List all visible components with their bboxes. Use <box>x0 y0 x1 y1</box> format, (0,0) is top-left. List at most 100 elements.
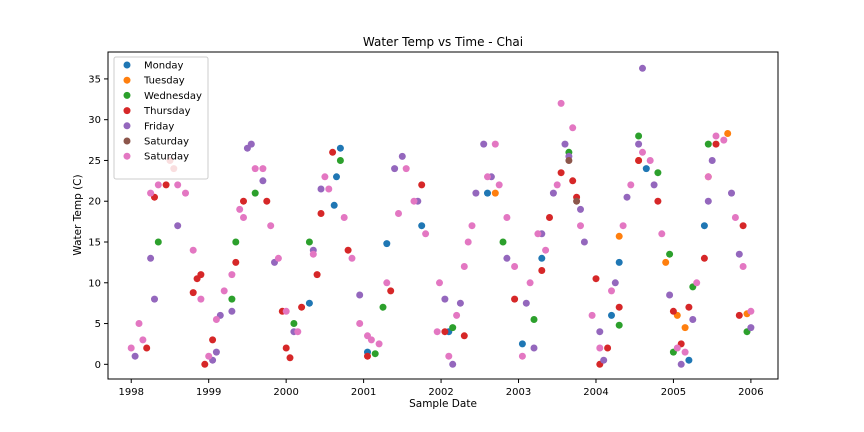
data-point <box>259 165 267 173</box>
legend-marker <box>123 91 131 99</box>
data-point <box>604 344 612 352</box>
data-point <box>623 193 631 201</box>
data-point <box>154 238 162 246</box>
data-point <box>456 299 464 307</box>
data-point <box>209 336 217 344</box>
data-point <box>615 303 623 311</box>
data-point <box>151 295 158 303</box>
y-tick-label: 20 <box>88 197 101 208</box>
data-point <box>615 232 623 240</box>
data-point <box>639 148 646 156</box>
data-point <box>530 316 538 323</box>
data-point <box>189 246 197 254</box>
data-point <box>205 352 213 360</box>
data-point <box>728 189 735 197</box>
data-point <box>731 214 739 221</box>
data-point <box>712 140 720 148</box>
data-point <box>662 258 670 266</box>
data-point <box>650 181 658 189</box>
data-point <box>317 185 325 193</box>
data-point <box>333 173 340 181</box>
data-point <box>495 181 503 189</box>
x-tick-label: 2000 <box>273 387 298 398</box>
data-point <box>251 189 259 197</box>
series-2 <box>154 132 751 358</box>
data-point <box>251 165 259 173</box>
data-point <box>453 311 461 319</box>
data-point <box>553 181 561 189</box>
data-point <box>247 140 255 148</box>
data-point <box>654 197 662 205</box>
data-point <box>317 210 325 217</box>
data-point <box>561 140 569 148</box>
data-point <box>511 263 519 270</box>
data-point <box>720 136 728 144</box>
data-point <box>387 287 395 295</box>
data-point <box>286 354 294 362</box>
data-point <box>135 320 143 327</box>
data-point <box>402 165 410 173</box>
x-tick-label: 1999 <box>196 387 221 398</box>
data-point <box>704 173 712 181</box>
data-point <box>228 271 236 279</box>
data-point <box>565 157 573 164</box>
data-point <box>375 340 383 348</box>
data-point <box>546 214 553 221</box>
data-point <box>700 222 708 230</box>
data-point <box>228 307 236 315</box>
data-point <box>143 344 151 352</box>
legend-label: Tuesday <box>143 76 185 87</box>
data-point <box>212 348 220 356</box>
x-tick-label: 1998 <box>119 387 144 398</box>
data-point <box>344 246 352 254</box>
data-point <box>681 348 689 356</box>
data-point <box>557 169 565 177</box>
data-point <box>460 332 468 340</box>
legend-marker <box>123 137 131 145</box>
data-point <box>232 238 240 246</box>
data-point <box>627 181 635 189</box>
data-point <box>491 140 499 148</box>
data-point <box>127 344 135 352</box>
data-point <box>330 201 338 209</box>
x-tick-label: 2002 <box>428 387 453 398</box>
data-point <box>503 214 511 221</box>
legend-marker <box>123 107 131 115</box>
data-point <box>608 311 615 319</box>
data-point <box>518 352 526 360</box>
data-point <box>689 316 697 323</box>
data-point <box>635 157 643 164</box>
y-tick-label: 10 <box>88 278 101 289</box>
legend-label: Thursday <box>143 106 191 117</box>
plot-layer <box>127 64 755 368</box>
data-point <box>704 140 712 148</box>
data-point <box>654 169 662 177</box>
data-point <box>573 197 581 205</box>
data-point <box>673 344 681 352</box>
data-point <box>669 307 677 315</box>
data-point <box>240 214 247 221</box>
y-tick-label: 5 <box>95 319 101 330</box>
data-point <box>298 303 306 311</box>
legend-marker <box>123 76 131 84</box>
legend: Monday Tuesday Wednesday Thursday Friday Satu… <box>113 56 209 180</box>
data-point <box>712 132 720 140</box>
data-point <box>228 295 236 303</box>
data-point <box>336 144 344 152</box>
data-point <box>201 360 209 368</box>
data-point <box>449 360 457 368</box>
data-point <box>305 238 313 246</box>
data-point <box>472 189 480 197</box>
data-point <box>464 238 472 246</box>
data-point <box>569 177 577 185</box>
data-point <box>735 250 743 258</box>
data-point <box>596 344 604 352</box>
data-point <box>267 222 275 230</box>
data-point <box>522 299 530 307</box>
data-point <box>410 197 418 205</box>
data-point <box>538 254 546 262</box>
data-point <box>379 303 387 311</box>
x-tick-label: 2003 <box>506 387 531 398</box>
data-point <box>708 157 716 164</box>
